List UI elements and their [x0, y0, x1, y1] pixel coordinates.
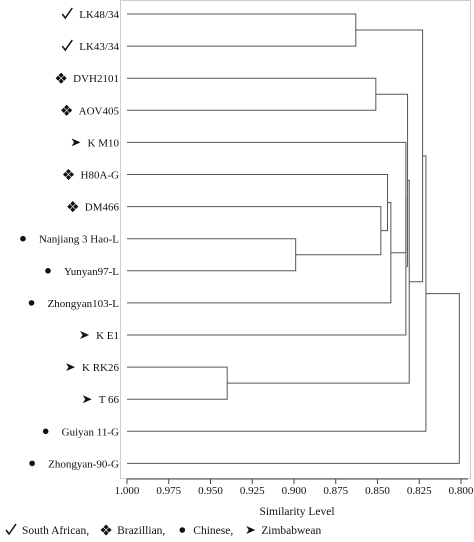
- x-axis-title: Similarity Level: [259, 506, 334, 518]
- x-tick-label-6: 0.850: [365, 485, 390, 497]
- leaf-label-aov405: AOV405: [79, 105, 120, 117]
- x-tick-label-5: 0.875: [323, 485, 348, 497]
- branch-m4: [127, 206, 382, 256]
- x-axis: 1.000 0.975 0.950 0.925 0.900 0.875 0.850 0.825…: [115, 478, 474, 518]
- x-tick-label-3: 0.925: [240, 485, 265, 497]
- dendrogram-branches: [127, 13, 460, 464]
- legend-label-1: Brazillian,: [117, 525, 165, 537]
- leaf-label-dvh2101: DVH2101: [73, 73, 119, 85]
- x-axis-ticks: 1.000 0.975 0.950 0.925 0.900 0.875 0.850 0.825…: [115, 479, 474, 497]
- legend-symbol-arrowhead: [246, 526, 256, 534]
- x-tick-label-4: 0.900: [282, 485, 307, 497]
- leaf-label-zhongyan-90-g: Zhongyan-90-G: [48, 458, 119, 470]
- legend: South African, Brazillian, Chinese, Zimbabw…: [5, 523, 322, 537]
- legend-symbol-diamond-dots: [100, 524, 112, 536]
- origin-marker-nanjiang-3-hao-l: [20, 235, 26, 242]
- branch-m12: [355, 29, 424, 283]
- branch-m5: [127, 174, 389, 232]
- legend-label-3: Zimbabwean: [261, 525, 321, 537]
- x-tick-label-7: 0.825: [407, 485, 432, 497]
- leaf-labels: LK48/34 LK43/34 DVH2101 AOV405 K M10 H80A-G DM…: [39, 9, 120, 470]
- leaf-label-lk48-34: LK48/34: [79, 9, 119, 21]
- leaf-label-zhongyan103-l: Zhongyan103-L: [48, 298, 120, 310]
- origin-marker-h80a-g: [62, 168, 75, 181]
- branch-m1: [127, 13, 357, 47]
- leaf-label-yunyan97-l: Yunyan97-L: [64, 266, 119, 278]
- origin-marker-t-66: [82, 395, 92, 404]
- origin-marker-aov405: [61, 104, 73, 116]
- branch-m10: [127, 366, 228, 400]
- origin-marker-k-rk26: [66, 363, 76, 372]
- origin-marker-k-e1: [80, 331, 90, 339]
- origin-marker-zhongyan-90-g: [29, 460, 35, 467]
- leaf-label-k-rk26: K RK26: [82, 362, 119, 374]
- leaf-label-lk43-34: LK43/34: [79, 41, 119, 53]
- leaf-label-dm466: DM466: [85, 202, 120, 214]
- origin-marker-yunyan97-l: [45, 268, 51, 274]
- origin-marker-lk48-34: [61, 7, 73, 20]
- origin-marker-lk43-34: [61, 39, 73, 52]
- x-tick-label-8: 0.800: [449, 485, 474, 497]
- branch-m6: [127, 202, 392, 304]
- leaf-label-t-66: T 66: [99, 394, 120, 406]
- legend-label-0: South African,: [22, 525, 89, 537]
- x-tick-label-2: 0.950: [198, 485, 223, 497]
- leaf-label-k-m10: K M10: [88, 137, 120, 149]
- leaf-label-guiyan-11-g: Guiyan 11-G: [62, 426, 119, 438]
- branch-m3: [127, 238, 297, 272]
- legend-symbol-check: [5, 523, 17, 536]
- leaf-markers: [20, 7, 92, 467]
- x-tick-label-1: 0.975: [156, 485, 181, 497]
- branch-m2: [127, 77, 377, 111]
- legend-symbol-dot: [179, 527, 186, 533]
- leaf-label-nanjiang-3-hao-l: Nanjiang 3 Hao-L: [39, 234, 119, 246]
- branch-m13: [127, 155, 427, 432]
- branch-m7: [127, 141, 407, 254]
- origin-marker-dvh2101: [55, 72, 67, 84]
- x-tick-label-0: 1.000: [115, 485, 140, 497]
- origin-marker-k-m10: [71, 138, 81, 147]
- leaf-label-k-e1: K E1: [96, 330, 119, 342]
- branch-m11: [227, 179, 410, 384]
- origin-marker-zhongyan103-l: [28, 300, 35, 306]
- branch-m14: [127, 293, 460, 464]
- origin-marker-dm466: [67, 201, 79, 213]
- leaf-label-h80a-g: H80A-G: [81, 170, 120, 182]
- origin-marker-guiyan-11-g: [42, 428, 49, 435]
- legend-label-2: Chinese,: [193, 525, 233, 537]
- branch-m8: [127, 197, 407, 336]
